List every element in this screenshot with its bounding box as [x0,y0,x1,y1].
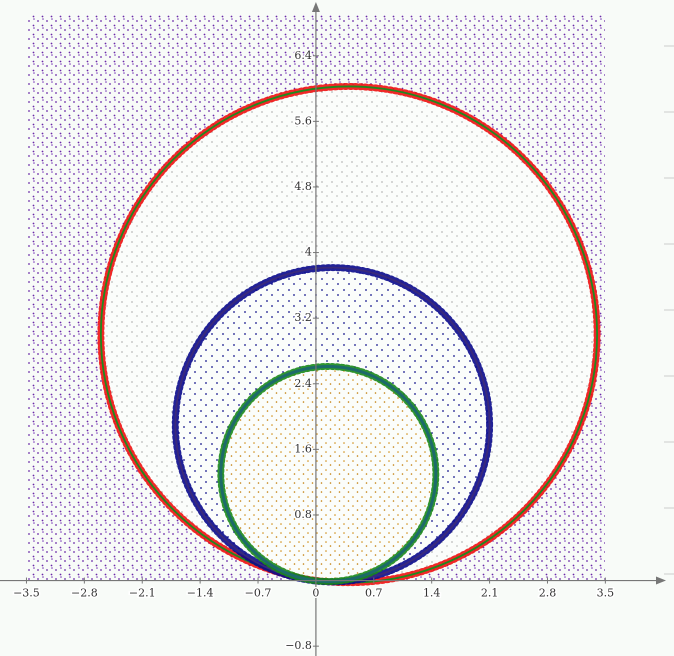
y-axis-arrow [311,2,320,12]
x-tick-label: −2.1 [129,587,156,600]
x-tick-label: 0 [312,587,319,600]
y-tick-label: 2.4 [294,377,312,390]
x-tick-label: −1.4 [187,587,214,600]
y-tick-label: 1.6 [294,442,312,455]
disk [220,366,436,582]
y-tick-label: 4.8 [294,180,312,193]
x-tick-label: −0.7 [245,587,272,600]
y-tick-label: 3.2 [294,311,312,324]
x-tick-label: 0.7 [365,587,383,600]
y-tick-label: −0.8 [285,639,312,652]
y-tick-label: 0.8 [294,508,312,521]
y-tick-label: 5.6 [294,114,312,127]
y-tick-label: 6.4 [294,49,312,62]
x-tick-label: 2.8 [539,587,557,600]
ui-ticks [664,45,674,575]
x-tick-label: 3.5 [597,587,615,600]
circle-curve [219,364,438,583]
x-tick-label: 2.1 [481,587,499,600]
x-axis-arrow [656,576,666,585]
x-tick-label: 1.4 [423,587,441,600]
y-tick-label: 4 [305,246,312,259]
x-tick-label: −3.5 [13,587,40,600]
x-tick-label: −2.8 [71,587,98,600]
